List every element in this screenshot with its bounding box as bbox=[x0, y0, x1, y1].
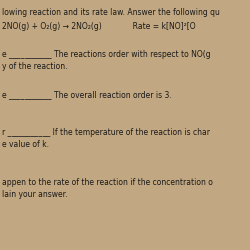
Text: lain your answer.: lain your answer. bbox=[2, 190, 68, 199]
Text: lowing reaction and its rate law. Answer the following qu: lowing reaction and its rate law. Answer… bbox=[2, 8, 220, 17]
Text: 2NO(g) + O₂(g) → 2NO₂(g)             Rate = k[NO]²[O: 2NO(g) + O₂(g) → 2NO₂(g) Rate = k[NO]²[O bbox=[2, 22, 196, 31]
Text: e ___________ The overall reaction order is 3.: e ___________ The overall reaction order… bbox=[2, 90, 172, 99]
Text: e value of k.: e value of k. bbox=[2, 140, 49, 149]
Text: y of the reaction.: y of the reaction. bbox=[2, 62, 68, 71]
Text: appen to the rate of the reaction if the concentration o: appen to the rate of the reaction if the… bbox=[2, 178, 213, 187]
Text: e ___________ The reactions order with respect to NO(g: e ___________ The reactions order with r… bbox=[2, 50, 210, 59]
Text: r ___________ If the temperature of the reaction is char: r ___________ If the temperature of the … bbox=[2, 128, 210, 137]
